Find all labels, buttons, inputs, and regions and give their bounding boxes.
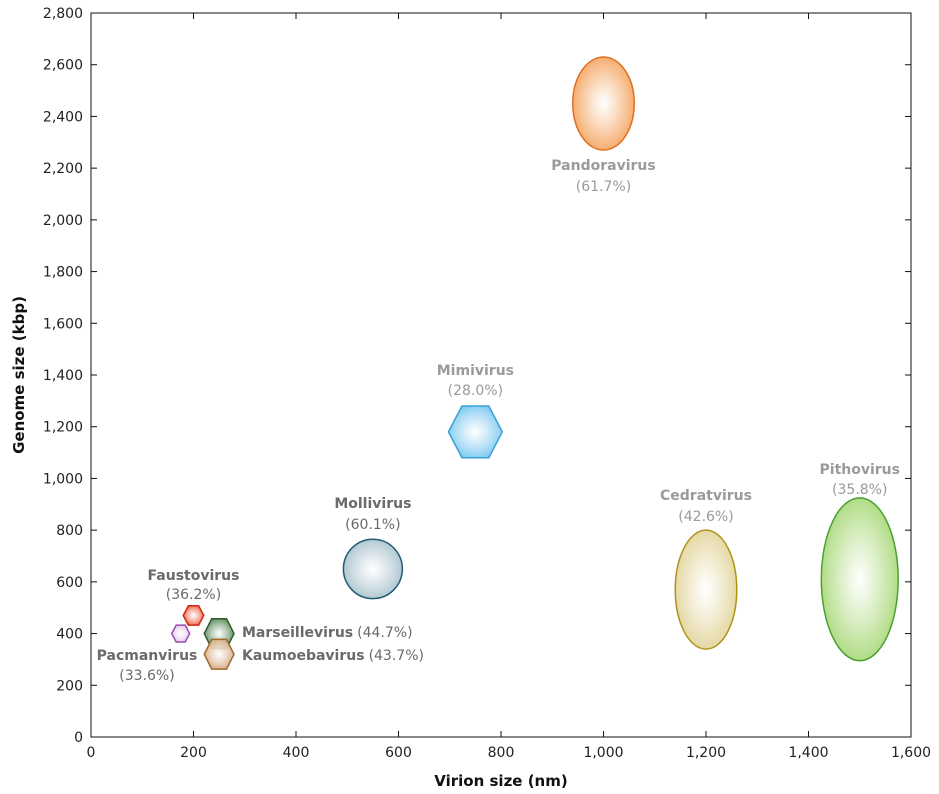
pithovirus-mark bbox=[820, 497, 899, 662]
y-tick-label: 2,600 bbox=[43, 58, 83, 74]
pandoravirus-name-label: Pandoravirus bbox=[551, 158, 655, 174]
x-tick-label: 600 bbox=[385, 745, 412, 761]
y-axis-title: Genome size (kbp) bbox=[10, 296, 28, 454]
y-tick-label: 600 bbox=[56, 575, 83, 591]
mimivirus-mark bbox=[447, 405, 504, 459]
y-tick-label: 1,400 bbox=[43, 368, 83, 384]
x-tick-label: 1,600 bbox=[891, 745, 931, 761]
y-tick-label: 1,200 bbox=[43, 420, 83, 436]
kaumoebavirus-label: Kaumoebavirus (43.7%) bbox=[242, 648, 424, 664]
pandoravirus-gc-label: (61.7%) bbox=[576, 179, 631, 195]
x-tick-label: 1,400 bbox=[788, 745, 828, 761]
axis-ticks: 0 200 400 600 800 1,000 1,200 1,400 1,600 0 200 400… bbox=[43, 6, 931, 761]
kaumoebavirus-gc-label: (43.7%) bbox=[369, 648, 424, 664]
x-tick-label: 1,200 bbox=[686, 745, 726, 761]
y-tick-label: 2,000 bbox=[43, 213, 83, 229]
pacmanvirus-name-label: Pacmanvirus bbox=[97, 648, 198, 664]
faustovirus-name-label: Faustovirus bbox=[148, 568, 240, 584]
pacmanvirus-mark bbox=[170, 624, 191, 643]
marseillevirus-gc-label: (44.7%) bbox=[357, 625, 412, 641]
cedratvirus-name-label: Cedratvirus bbox=[660, 488, 752, 504]
x-axis-title: Virion size (nm) bbox=[434, 772, 567, 790]
data-marks bbox=[170, 56, 899, 670]
x-tick-label: 1,000 bbox=[583, 745, 623, 761]
kaumoebavirus-name-label: Kaumoebavirus bbox=[242, 648, 365, 664]
cedratvirus-gc-label: (42.6%) bbox=[678, 509, 733, 525]
mimivirus-gc-label: (28.0%) bbox=[448, 383, 503, 399]
faustovirus-mark bbox=[182, 605, 205, 626]
y-tick-label: 400 bbox=[56, 627, 83, 643]
y-tick-label: 1,600 bbox=[43, 316, 83, 332]
x-tick-label: 400 bbox=[283, 745, 310, 761]
y-tick-label: 2,200 bbox=[43, 161, 83, 177]
mollivirus-mark bbox=[342, 538, 404, 600]
data-labels: Pandoravirus (61.7%) Mimivirus (28.0%) Molli… bbox=[97, 158, 900, 684]
faustovirus-gc-label: (36.2%) bbox=[166, 587, 221, 603]
kaumoebavirus-mark bbox=[203, 638, 235, 670]
y-tick-label: 2,800 bbox=[43, 6, 83, 22]
pacmanvirus-gc-label: (33.6%) bbox=[119, 668, 174, 684]
x-tick-label: 800 bbox=[488, 745, 515, 761]
cedratvirus-mark bbox=[674, 529, 738, 650]
marseillevirus-name-label: Marseillevirus bbox=[242, 625, 353, 641]
x-tick-label: 200 bbox=[180, 745, 207, 761]
y-tick-label: 0 bbox=[74, 730, 83, 746]
y-tick-label: 1,000 bbox=[43, 471, 83, 487]
y-tick-label: 800 bbox=[56, 523, 83, 539]
x-tick-label: 0 bbox=[87, 745, 96, 761]
mimivirus-name-label: Mimivirus bbox=[437, 363, 514, 379]
pithovirus-name-label: Pithovirus bbox=[820, 462, 900, 478]
mollivirus-name-label: Mollivirus bbox=[334, 496, 411, 512]
y-tick-label: 200 bbox=[56, 678, 83, 694]
mollivirus-gc-label: (60.1%) bbox=[345, 517, 400, 533]
y-tick-label: 2,400 bbox=[43, 109, 83, 125]
pithovirus-gc-label: (35.8%) bbox=[832, 482, 887, 498]
marseillevirus-label: Marseillevirus (44.7%) bbox=[242, 625, 413, 641]
pandoravirus-mark bbox=[572, 56, 635, 151]
y-tick-label: 1,800 bbox=[43, 265, 83, 281]
